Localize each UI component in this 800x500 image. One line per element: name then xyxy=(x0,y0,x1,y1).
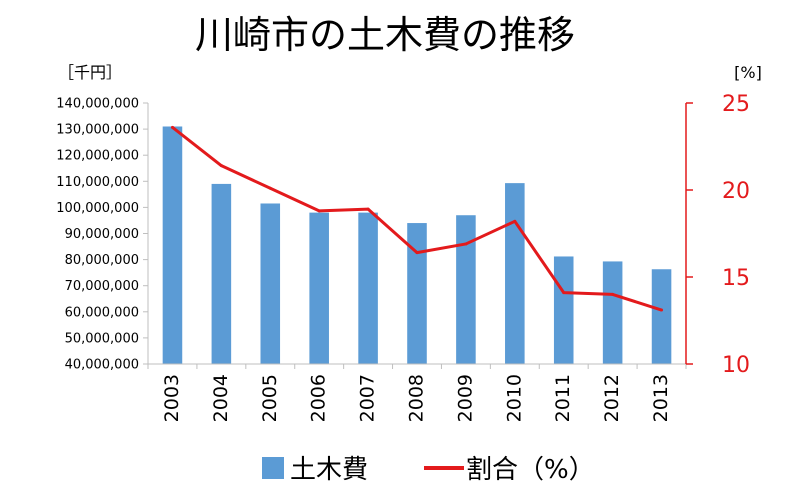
x-axis-tick-label: 2003 xyxy=(161,374,183,422)
y-axis-tick-label: 50,000,000 xyxy=(65,331,139,346)
x-axis-tick-label: 2007 xyxy=(357,374,379,422)
plot-area: 140,000,000 130,000,000 120,000,000 110,000… xyxy=(56,92,750,422)
y-axis-tick-label: 120,000,000 xyxy=(56,149,139,164)
ratio-point-2008 xyxy=(415,251,419,255)
bar-2013 xyxy=(651,269,672,364)
y2-axis-unit-label: [%] xyxy=(734,63,762,82)
x-axis-tick-label: 2004 xyxy=(210,374,232,422)
ratio-point-2011 xyxy=(562,291,566,295)
ratio-point-2009 xyxy=(464,242,468,246)
x-axis-tick-label: 2013 xyxy=(650,374,672,422)
x-axis-tick-label: 2005 xyxy=(259,374,281,422)
legend-bar-label: 土木費 xyxy=(290,455,368,485)
y-axis-tick-label: 40,000,000 xyxy=(65,358,139,373)
x-axis-tick-label: 2012 xyxy=(601,374,623,422)
bar-2005 xyxy=(260,203,281,364)
x-axis-tick-label: 2006 xyxy=(308,374,330,422)
y-axis-tick-label: 110,000,000 xyxy=(56,175,139,190)
y2-axis-tick-label: 10 xyxy=(722,353,750,378)
y-axis-tick-label: 60,000,000 xyxy=(65,305,139,320)
y-axis-tick-label: 90,000,000 xyxy=(65,227,139,242)
y-axis-tick-label: 70,000,000 xyxy=(65,279,139,294)
ratio-point-2007 xyxy=(366,207,370,211)
ratio-point-2006 xyxy=(317,209,321,213)
legend: 土木費 割合（%） xyxy=(262,455,595,485)
ratio-point-2003 xyxy=(170,125,174,129)
x-axis-tick-label: 2011 xyxy=(552,374,574,422)
bar-2012 xyxy=(602,261,623,364)
bar-2006 xyxy=(309,212,329,364)
ratio-point-2010 xyxy=(513,219,517,223)
y-axis-tick-label: 140,000,000 xyxy=(56,97,139,112)
ratio-point-2005 xyxy=(268,186,272,190)
legend-bar-swatch xyxy=(262,457,284,479)
legend-line-label: 割合（%） xyxy=(466,455,595,485)
ratio-point-2013 xyxy=(660,308,664,312)
bar-2003 xyxy=(162,126,183,365)
bar-2007 xyxy=(358,212,378,364)
ratio-point-2004 xyxy=(219,164,223,168)
y2-axis-tick-label: 15 xyxy=(722,266,750,291)
x-axis-tick-label: 2010 xyxy=(503,374,525,422)
bar-2010 xyxy=(505,183,525,364)
bar-2004 xyxy=(211,183,232,364)
y-axis-tick-label: 80,000,000 xyxy=(65,253,139,268)
x-axis-tick-label: 2009 xyxy=(454,374,476,422)
x-axis-tick-label: 2008 xyxy=(406,374,428,422)
y2-axis-tick-label: 20 xyxy=(722,179,750,204)
bar-2009 xyxy=(456,215,476,364)
y-axis-unit-label: ［千円］ xyxy=(58,63,122,82)
bar-2008 xyxy=(407,223,427,364)
y2-axis-tick-label: 25 xyxy=(722,92,750,117)
bar-2011 xyxy=(553,256,574,364)
ratio-point-2012 xyxy=(611,292,615,296)
y-axis-tick-label: 130,000,000 xyxy=(56,123,139,138)
y-axis-tick-label: 100,000,000 xyxy=(56,201,139,216)
chart-title: 川崎市の土木費の推移 xyxy=(195,13,575,57)
